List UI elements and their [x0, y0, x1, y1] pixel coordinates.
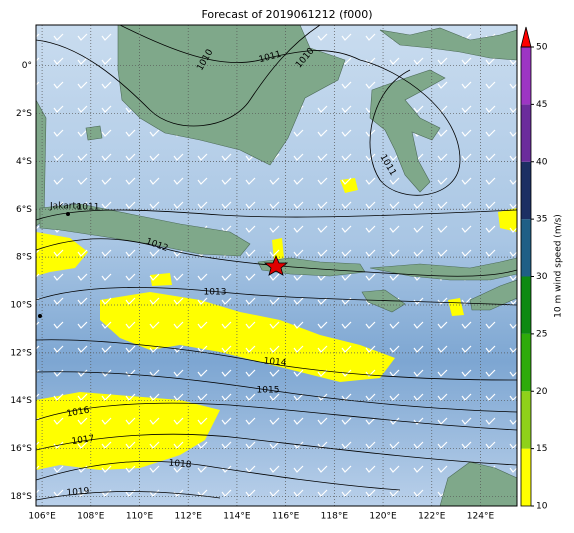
y-tick-label: 8°S	[16, 253, 32, 263]
colorbar-band	[521, 219, 531, 277]
isobar-label: 1019	[66, 486, 90, 498]
land	[36, 25, 517, 506]
x-tick-label: 118°E	[321, 512, 349, 522]
x-tick-label: 110°E	[126, 512, 154, 522]
x-tick-label: 112°E	[175, 512, 203, 522]
colorbar-tick-label: 50	[536, 43, 548, 53]
colorbar-band	[521, 448, 531, 506]
location-star	[263, 254, 289, 276]
y-tick-label: 14°S	[10, 396, 32, 406]
point-dot	[38, 314, 42, 318]
x-tick-label: 124°E	[467, 512, 495, 522]
colorbar-tick-label: 10	[536, 502, 548, 512]
y-tick-label: 0°	[22, 61, 32, 71]
x-tick-label: 120°E	[369, 512, 397, 522]
y-tick-label: 4°S	[16, 157, 32, 167]
colorbar-tick-label: 15	[536, 444, 547, 454]
y-tick-label: 10°S	[10, 300, 32, 310]
colorbar-tick-label: 30	[536, 272, 548, 282]
x-tick-label: 116°E	[272, 512, 300, 522]
colorbar-label: 10 m wind speed (m/s)	[554, 214, 564, 318]
colorbar-tick-label: 45	[536, 100, 547, 110]
colorbar-tick-label: 25	[536, 329, 547, 339]
colorbar-band	[521, 276, 531, 334]
colorbar: 10 15 20 25 30 35 40 45 50 10 m wind speed (m/s)	[520, 26, 564, 512]
colorbar-band	[521, 47, 531, 105]
y-tick-label: 18°S	[10, 492, 32, 502]
colorbar-band	[521, 104, 531, 162]
isobar-label: 1015	[257, 386, 280, 396]
map-frame	[35, 24, 518, 507]
colorbar-extend	[520, 26, 532, 48]
grid	[36, 25, 517, 506]
x-tick-label: 108°E	[77, 512, 105, 522]
city-label: Jakarta	[49, 202, 81, 212]
isobar-label: 1011	[77, 203, 100, 213]
isobar-label: 1016	[66, 406, 91, 420]
axes-labels: 106°E 108°E 110°E 112°E 114°E 116°E 118°E 120°E…	[10, 61, 494, 521]
y-tick-label: 16°S	[10, 444, 32, 454]
colorbar-band	[521, 333, 531, 392]
map: Jakarta 1010 1011 101010111011101210131014…	[36, 25, 517, 506]
x-tick-label: 122°E	[418, 512, 446, 522]
isobar-label: 1018	[168, 459, 192, 471]
y-tick-label: 12°S	[10, 348, 32, 358]
x-tick-label: 114°E	[223, 512, 251, 522]
isobar-label: 1017	[71, 434, 95, 447]
colorbar-tick-label: 40	[536, 157, 548, 167]
title: Forecast of 2019061212 (f000)	[201, 8, 372, 21]
isobar-label: 1013	[204, 288, 227, 298]
colorbar-tick-label: 35	[536, 215, 547, 225]
colorbar-band	[521, 391, 531, 449]
city-dot	[66, 212, 70, 216]
y-tick-label: 6°S	[16, 205, 32, 215]
isobar-label: 1014	[263, 357, 287, 369]
x-tick-label: 106°E	[28, 512, 56, 522]
colorbar-band	[521, 161, 531, 220]
colorbar-tick-label: 20	[536, 387, 548, 397]
y-tick-label: 2°S	[16, 109, 32, 119]
